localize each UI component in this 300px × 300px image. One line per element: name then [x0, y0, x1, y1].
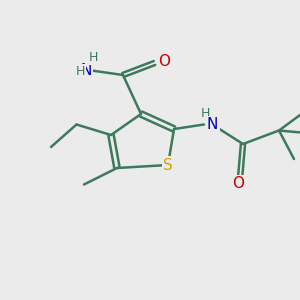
Text: H: H: [88, 51, 98, 64]
Text: S: S: [163, 158, 173, 172]
Text: O: O: [158, 54, 170, 69]
Text: N: N: [207, 117, 218, 132]
Text: H: H: [75, 65, 85, 79]
Text: O: O: [232, 176, 244, 191]
Text: N: N: [80, 63, 92, 78]
Text: H: H: [201, 106, 210, 120]
